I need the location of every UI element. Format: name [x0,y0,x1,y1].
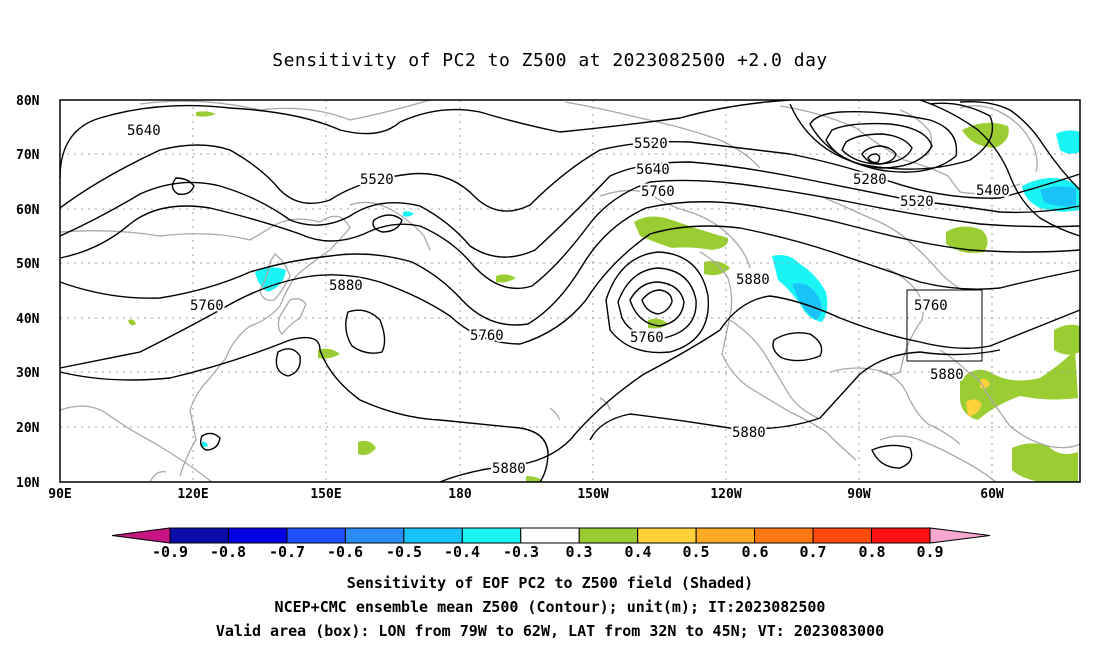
colorbar-tick-label: 0.3 [565,543,593,561]
valid-area-box [906,289,983,362]
lon-label: 150E [310,487,341,502]
contour-label: 5760 [470,328,504,344]
contour-label: 5880 [732,425,766,441]
lat-label: 40N [16,312,40,327]
contour-label: 5520 [900,194,934,210]
colorbar-swatch [344,527,405,544]
lon-label: 90W [847,487,871,502]
shade-negative-strong [1040,186,1076,207]
contour-label: 5760 [914,298,948,314]
graticule [60,100,1080,482]
colorbar-tick-label: 0.5 [682,543,710,561]
contour-label: 5880 [736,272,770,288]
colorbar [111,527,991,544]
footer-caption-1: Sensitivity of EOF PC2 to Z500 field (Sh… [346,574,754,592]
shade-positive [962,122,1009,148]
colorbar-swatch [637,527,697,544]
contour-label: 5280 [853,172,887,188]
colorbar-tick-label: -0.9 [151,543,189,561]
contour-labels: 5640 5520 5520 5640 5760 5280 5400 5520 … [125,121,1012,479]
shade-positive [196,111,216,117]
map-frame [59,99,1081,483]
colorbar-swatch [169,527,229,544]
colorbar-tick-label: 0.4 [624,543,652,561]
lat-label: 20N [16,421,40,436]
footer-caption-3: Valid area (box): LON from 79W to 62W, L… [215,622,885,640]
colorbar-tick-label: 0.6 [741,543,769,561]
contour-label: 5760 [190,298,224,314]
footer-caption-2: NCEP+CMC ensemble mean Z500 (Contour); u… [274,598,826,616]
shade-positive [358,440,376,456]
shade-positive-high [966,399,982,416]
colorbar-swatch [403,527,463,544]
shade-positive [960,350,1078,420]
shade-negative [255,267,286,292]
contour-label: 5520 [634,136,668,152]
shade-positive [1012,443,1078,482]
colorbar-tick-label: 0.9 [916,543,944,561]
shade-positive [634,216,729,250]
contour-label: 5760 [641,184,675,200]
colorbar-swatch [695,527,756,544]
colorbar-swatch [286,527,346,544]
colorbar-tick-label: -0.5 [385,543,423,561]
sensitivity-shading [128,111,1080,482]
colorbar-tick-label: 0.8 [858,543,886,561]
colorbar-swatch [578,527,639,544]
colorbar-extend-low [111,527,171,544]
shade-negative [403,211,414,217]
colorbar-tick-label: 0.7 [799,543,827,561]
colorbar-tick-label: -0.3 [502,543,540,561]
lon-label: 150W [577,487,608,502]
shade-positive [1054,324,1080,355]
lon-label: 90E [48,487,71,502]
shade-positive [496,274,516,283]
contour-label: 5880 [930,367,964,383]
shade-positive [526,476,544,482]
lat-label: 10N [16,476,40,491]
contour-label: 5640 [127,123,161,139]
lon-label: 60W [980,487,1004,502]
shade-positive [128,319,136,326]
colorbar-swatch [812,527,873,544]
contour-label: 5640 [636,162,670,178]
colorbar-swatch [227,527,288,544]
shade-positive [946,226,988,253]
lat-label: 30N [16,366,40,381]
colorbar-swatch [461,527,522,544]
lat-label: 60N [16,203,40,218]
shade-positive [318,348,340,359]
lon-label: 120E [177,487,208,502]
lat-label: 80N [16,94,40,109]
latitude-labels: 80N 70N 60N 50N 40N 30N 20N 10N [16,94,40,491]
colorbar-tick-label: -0.8 [209,543,247,561]
lat-label: 50N [16,257,40,272]
colorbar-swatch [754,527,814,544]
coastlines [59,99,1081,483]
contour-label: 5400 [976,183,1010,199]
z500-contours [59,99,1081,483]
colorbar-swatch [520,527,580,544]
lat-label: 70N [16,148,40,163]
colorbar-tick-label: -0.7 [268,543,306,561]
colorbar-tick-label: -0.4 [443,543,481,561]
contour-label: 5880 [329,278,363,294]
colorbar-tick-label: -0.6 [326,543,364,561]
contour-label: 5520 [360,172,394,188]
shade-negative [1056,130,1080,154]
colorbar-swatch [871,527,931,544]
lon-label: 120W [710,487,741,502]
contour-label: 5760 [630,330,664,346]
shade-negative-strong [792,283,822,320]
longitude-labels: 90E 120E 150E 180 150W 120W 90W 60W [48,487,1004,502]
map-title: Sensitivity of PC2 to Z500 at 2023082500… [272,50,828,71]
lon-label: 180 [448,487,472,502]
colorbar-labels: -0.9 -0.8 -0.7 -0.6 -0.5 -0.4 -0.3 0.3 0… [0,543,1100,563]
shade-negative [202,441,208,447]
contour-label: 5880 [492,461,526,477]
colorbar-extend-high [929,527,991,544]
